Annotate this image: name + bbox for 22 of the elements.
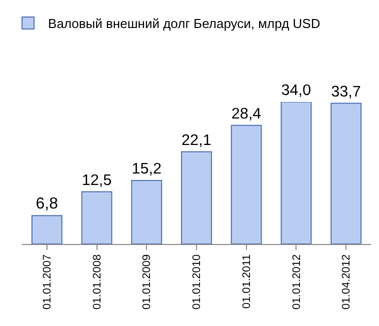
bar <box>330 102 362 244</box>
x-tick-label: 01.01.2011 <box>240 254 253 309</box>
x-tick-label: 01.01.2012 <box>290 254 303 310</box>
data-label: 33,7 <box>331 83 361 100</box>
x-tick-label: 01.04.2012 <box>340 254 353 310</box>
data-label: 6,8 <box>36 196 58 213</box>
bar <box>31 215 62 244</box>
legend-label: Валовый внешний долг Беларуси, млрд USD <box>48 16 320 32</box>
bar <box>280 102 312 244</box>
bar <box>81 191 112 244</box>
x-tick-label: 01.01.2007 <box>42 254 54 310</box>
x-tick-label: 01.01.2009 <box>141 254 154 310</box>
data-label: 28,4 <box>231 106 262 123</box>
x-tick-label: 01.01.2008 <box>91 254 104 310</box>
x-tick-label: 01.01.2010 <box>191 254 204 310</box>
data-label: 15,2 <box>132 160 162 178</box>
bar <box>131 180 162 244</box>
data-label: 34,0 <box>281 82 312 100</box>
bar <box>181 151 212 244</box>
bar <box>230 124 262 244</box>
data-label: 12,5 <box>82 172 112 189</box>
data-label: 22,1 <box>182 132 212 149</box>
